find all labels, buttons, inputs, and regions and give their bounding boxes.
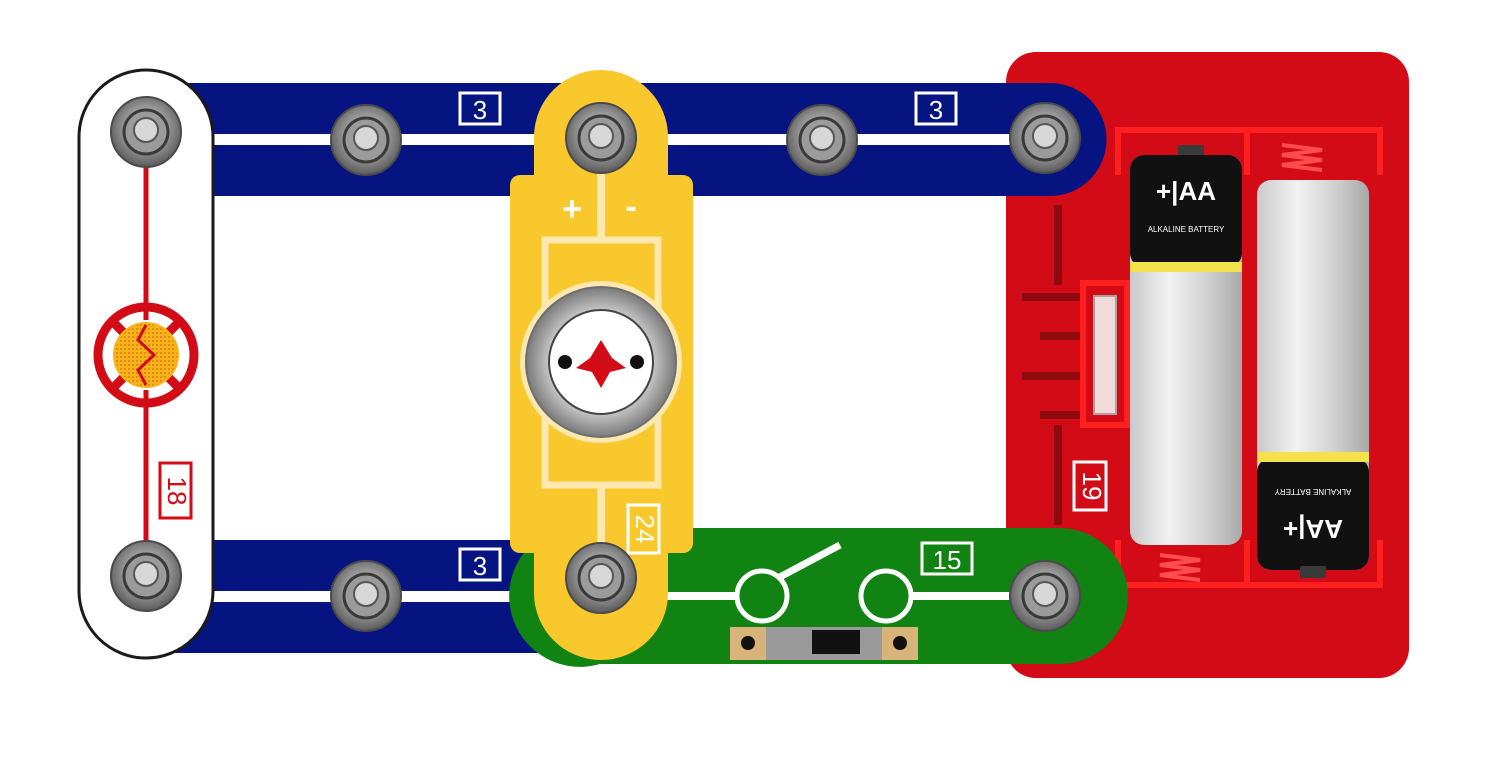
switch-contact-right	[858, 568, 914, 624]
wire-top-right-label: 3	[914, 91, 958, 126]
motor-plus: +	[562, 190, 582, 228]
snap-connector[interactable]	[110, 540, 182, 612]
snap-connectors	[110, 96, 1081, 632]
snap-connector[interactable]	[330, 560, 402, 632]
snap-connector[interactable]	[110, 96, 182, 168]
svg-text:18: 18	[162, 477, 192, 506]
snap-connector[interactable]	[1009, 560, 1081, 632]
battery-left-label: +|AA	[1156, 176, 1216, 206]
svg-text:15: 15	[933, 545, 962, 575]
switch-label: 15	[920, 541, 974, 576]
switch-lever	[776, 541, 842, 582]
wire-top-left-label: 3	[458, 91, 502, 126]
battery-spring-bottom	[1159, 553, 1201, 582]
snap-connector[interactable]	[565, 542, 637, 614]
battery-holder[interactable]: +|AA ALKALINE BATTERY ALKALINE BATTERY A…	[1006, 52, 1409, 678]
photoresistor-symbol	[93, 302, 199, 408]
snap-connector[interactable]	[1009, 102, 1081, 174]
svg-text:3: 3	[929, 95, 943, 125]
battery-symbol	[1022, 205, 1086, 525]
battery-spring-top	[1281, 143, 1323, 172]
battery-left-brand: ALKALINE BATTERY	[1148, 225, 1225, 234]
battery-right-brand: ALKALINE BATTERY	[1274, 487, 1351, 496]
wire-bottom-left-label: 3	[458, 547, 502, 582]
svg-text:24: 24	[630, 515, 660, 544]
svg-text:3: 3	[473, 551, 487, 581]
snap-connector[interactable]	[330, 104, 402, 176]
switch-slider[interactable]	[730, 627, 918, 660]
switch-contact-left	[734, 568, 790, 624]
snap-connector[interactable]	[786, 104, 858, 176]
svg-text:3: 3	[473, 95, 487, 125]
motor-label: 24	[626, 503, 661, 555]
motor[interactable]: + - 24	[510, 70, 693, 660]
svg-text:19: 19	[1077, 472, 1107, 501]
battery-right-label: AA|+	[1283, 514, 1343, 544]
battery-holder-label: 19	[1072, 460, 1108, 512]
battery-right[interactable]: ALKALINE BATTERY AA|+	[1257, 180, 1369, 578]
photoresistor[interactable]: 18	[77, 68, 215, 660]
snap-connector[interactable]	[565, 102, 637, 174]
motor-minus: -	[625, 188, 636, 226]
motor-shaft	[520, 281, 682, 443]
fuse	[1080, 280, 1130, 428]
photoresistor-label: 18	[158, 461, 193, 520]
battery-left[interactable]: +|AA ALKALINE BATTERY	[1130, 145, 1242, 545]
